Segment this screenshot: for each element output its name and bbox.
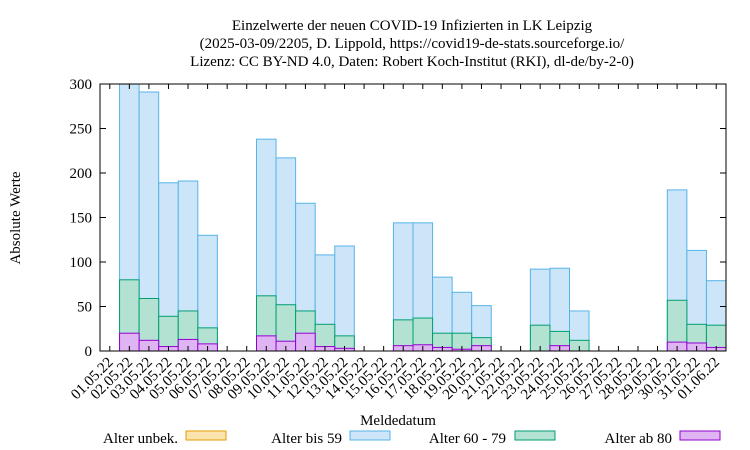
- y-tick-label: 50: [77, 300, 92, 316]
- chart-title-line: Lizenz: CC BY-ND 4.0, Daten: Robert Koch…: [190, 54, 634, 70]
- plot-frame: [99, 83, 727, 352]
- y-tick-label: 200: [70, 166, 93, 182]
- legend-swatch: [185, 430, 227, 441]
- legend-label: Alter bis 59: [271, 431, 342, 447]
- bar-alter-bis-59-12: [334, 245, 355, 352]
- legend: Alter unbek. Alter bis 59 Alter 60 - 79 Alt…: [103, 430, 721, 447]
- y-axis-label: Absolute Werte: [8, 171, 24, 264]
- y-tick-label: 0: [85, 344, 93, 360]
- x-axis-label: Meldedatum: [360, 413, 436, 429]
- legend-swatch: [349, 430, 391, 441]
- y-tick-label: 100: [70, 255, 93, 271]
- legend-swatch: [679, 430, 721, 441]
- legend-label: Alter 60 - 79: [429, 431, 506, 447]
- bars: [119, 83, 727, 352]
- y-tick-label: 150: [70, 211, 93, 227]
- y-tick-label: 250: [70, 122, 93, 138]
- legend-swatch: [514, 430, 556, 441]
- legend-label: Alter ab 80: [605, 431, 672, 447]
- chart-title-line: Einzelwerte der neuen COVID-19 Infiziert…: [232, 18, 593, 34]
- chart-title: Einzelwerte der neuen COVID-19 Infiziert…: [190, 18, 634, 70]
- chart-title-line: (2025-03-09/2205, D. Lippold, https://co…: [200, 36, 625, 52]
- bar-alter-60-79-3: [158, 315, 179, 352]
- y-tick-label: 300: [70, 77, 93, 93]
- legend-label: Alter unbek.: [103, 431, 178, 447]
- y-axis: 0 50 100 150 200 250 300: [70, 77, 726, 360]
